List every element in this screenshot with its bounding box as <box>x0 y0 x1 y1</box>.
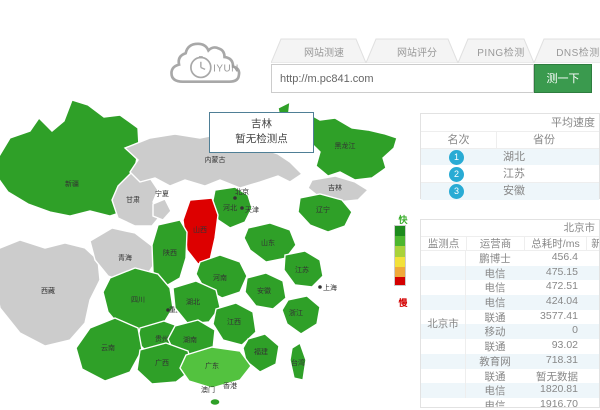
svg-text:宁夏: 宁夏 <box>155 189 169 198</box>
svg-text:澳门: 澳门 <box>201 385 215 394</box>
svg-text:河北: 河北 <box>223 204 237 212</box>
svg-text:西藏: 西藏 <box>41 286 55 295</box>
svg-text:浙江: 浙江 <box>289 308 303 317</box>
svg-text:天津: 天津 <box>245 206 259 214</box>
svg-text:IYUN: IYUN <box>213 63 239 74</box>
svg-text:北京: 北京 <box>235 187 249 196</box>
svg-text:内蒙古: 内蒙古 <box>205 155 226 164</box>
svg-text:香港: 香港 <box>223 381 237 390</box>
svg-text:辽宁: 辽宁 <box>316 205 330 214</box>
svg-text:贵州: 贵州 <box>155 334 169 343</box>
svg-text:江苏: 江苏 <box>295 265 309 274</box>
svg-text:台湾: 台湾 <box>291 358 305 367</box>
svg-text:广东: 广东 <box>205 361 219 370</box>
svg-text:吉林: 吉林 <box>328 183 342 192</box>
svg-text:湖南: 湖南 <box>183 335 197 344</box>
svg-text:新疆: 新疆 <box>65 179 79 188</box>
svg-text:四川: 四川 <box>131 296 145 304</box>
svg-text:甘肃: 甘肃 <box>126 195 140 204</box>
svg-text:黑龙江: 黑龙江 <box>335 141 356 150</box>
svg-text:青海: 青海 <box>118 253 132 262</box>
svg-text:上海: 上海 <box>323 283 337 292</box>
svg-text:江西: 江西 <box>227 318 241 326</box>
svg-text:山西: 山西 <box>193 225 207 234</box>
svg-text:山东: 山东 <box>261 238 275 247</box>
svg-text:云南: 云南 <box>101 343 115 352</box>
svg-text:广西: 广西 <box>155 358 169 367</box>
svg-text:陕西: 陕西 <box>163 248 177 257</box>
svg-text:湖北: 湖北 <box>186 297 200 306</box>
svg-text:福建: 福建 <box>254 347 268 356</box>
svg-text:安徽: 安徽 <box>257 286 271 295</box>
svg-text:河南: 河南 <box>213 273 227 282</box>
